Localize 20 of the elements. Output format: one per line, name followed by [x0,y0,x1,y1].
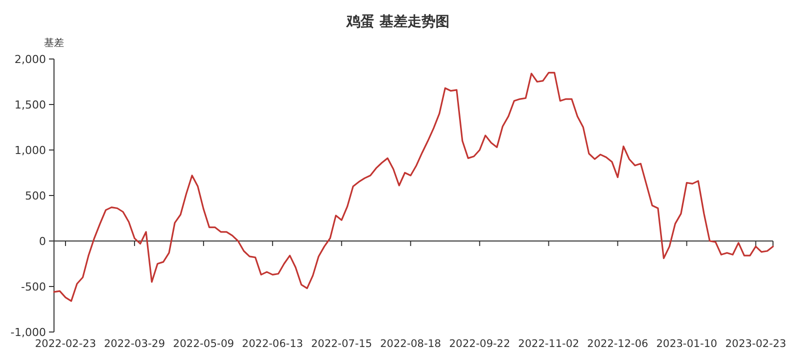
x-tick-label: 2022-05-09 [173,338,234,350]
x-tick-label: 2022-09-22 [449,338,510,350]
y-tick-label: -1,000 [10,326,46,339]
y-tick-label: 2,000 [14,53,46,66]
x-tick-label: 2022-11-02 [518,338,580,350]
chart-title: 鸡蛋 基差走势图 [346,14,450,30]
y-axis-title: 基差 [44,37,64,49]
x-tick-label: 2022-06-13 [242,338,304,350]
y-tick-label: -500 [21,280,46,294]
y-tick-label: 500 [25,190,46,202]
x-tick-label: 2023-02-23 [725,338,786,350]
y-tick-label: 0 [39,235,46,248]
x-tick-label: 2022-07-15 [311,338,372,350]
x-tick-label: 2022-02-23 [34,338,96,350]
x-tick-label: 2022-03-29 [104,338,166,350]
x-tick-label: 2022-12-06 [587,338,649,350]
x-tick-label: 2023-01-10 [656,338,718,350]
x-tick-label: 2022-08-18 [380,338,442,350]
y-tick-label: 1,000 [14,144,46,157]
y-tick-label: 1,500 [14,98,46,112]
